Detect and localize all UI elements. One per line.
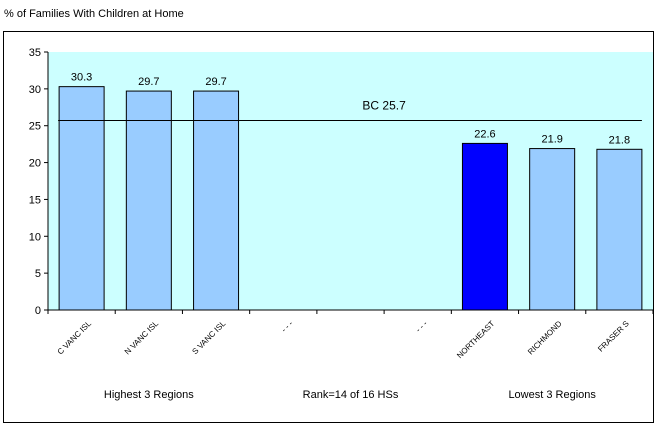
- bar: [529, 148, 576, 311]
- chart-frame: 0 5 10 15 20 25 30 35 30.3 29.7 29.7 22.6 21.9 21.8 BC…: [3, 31, 654, 423]
- y-tick-label: 20: [29, 158, 41, 170]
- group-label: Lowest 3 Regions: [508, 389, 596, 401]
- data-label: 22.6: [474, 128, 495, 140]
- reference-line-label: BC 25.7: [362, 99, 406, 113]
- data-label: 21.9: [541, 134, 562, 146]
- x-tick-label: RICHMOND: [526, 319, 564, 357]
- data-label: 29.7: [205, 76, 226, 88]
- y-tick-label: 30: [29, 84, 41, 96]
- x-tick-label: N VANC ISL: [123, 319, 161, 357]
- bar: [193, 90, 240, 311]
- data-label: 29.7: [138, 76, 159, 88]
- x-tick-label: - - -: [414, 319, 429, 334]
- bar: [58, 86, 105, 311]
- bar: [596, 148, 643, 311]
- y-tick-label: 0: [35, 305, 41, 317]
- group-label: Highest 3 Regions: [104, 389, 194, 401]
- chart-title: % of Families With Children at Home: [4, 8, 184, 20]
- bar-chart: 0 5 10 15 20 25 30 35 30.3 29.7 29.7 22.6 21.9 21.8 BC…: [29, 47, 654, 401]
- bar: [125, 90, 172, 311]
- data-label: 30.3: [71, 72, 92, 84]
- y-tick-label: 5: [35, 268, 41, 280]
- bar: [461, 142, 508, 311]
- x-tick-label: FRASER S: [596, 319, 631, 354]
- group-label: Rank=14 of 16 HSs: [303, 389, 399, 401]
- y-tick-label: 15: [29, 194, 41, 206]
- x-tick-label: - - -: [280, 319, 295, 334]
- y-tick-label: 25: [29, 121, 41, 133]
- x-tick-label: NORTHEAST: [455, 319, 496, 360]
- y-tick-label: 35: [29, 47, 41, 59]
- data-label: 21.8: [609, 134, 630, 146]
- x-tick-label: S VANC ISL: [190, 319, 227, 356]
- y-tick-label: 10: [29, 231, 41, 243]
- x-tick-label: C VANC ISL: [56, 319, 94, 357]
